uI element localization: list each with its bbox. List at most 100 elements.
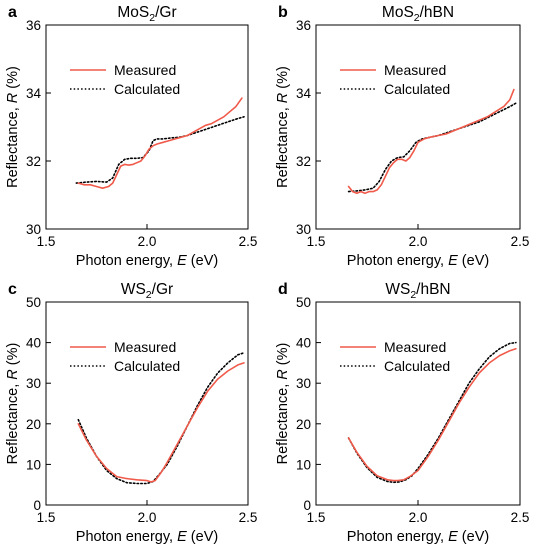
panel-b: 30 32 34 36 1.5 2.0 2.5 Photon energy, E (eV) Re… [275,4,529,269]
legend-label-measured: Measured [384,339,446,355]
y-tick-label: 20 [296,417,311,432]
y-tick-label: 50 [296,295,311,310]
panel-title-subscript: 2 [149,12,155,24]
x-tick-label: 1.5 [307,234,326,249]
y-axis-label-unit: (%) [5,66,21,93]
y-axis-label-variable: R [5,92,21,103]
panel-title-rest: /hBN [416,281,450,298]
x-tick-label: 2.5 [511,234,530,249]
x-tick-label: 2.0 [409,234,428,249]
panel-c: 0 10 20 30 40 50 1.5 2.0 2.5 Photon energy, E (eV… [5,281,257,545]
x-tick-label: 2.0 [138,510,157,525]
y-axis-label: Reflectance, R (%) [275,343,291,465]
x-axis-label: Photon energy, E (eV) [76,529,218,545]
x-axis-label-unit: (eV) [187,253,218,269]
series-line-calculated [347,102,517,193]
legend-label-calculated: Calculated [114,81,180,97]
panel-a: 30 32 34 36 1.5 2.0 2.5 Photon energy, E (eV) Re… [5,4,257,269]
legend-label-calculated: Calculated [384,358,450,374]
panel-title-main: WS [385,281,410,298]
panel-letter: d [278,281,288,298]
panel-title: MoS2/hBN [382,4,454,24]
x-tick-label: 2.0 [138,234,157,249]
x-tick-label: 2.0 [409,510,428,525]
x-axis-label: Photon energy, E (eV) [347,529,489,545]
x-axis-label-text: Photon energy, [347,253,448,269]
y-tick-label: 40 [26,336,41,351]
panel-title: MoS2/Gr [117,4,176,24]
y-tick-label: 30 [26,222,41,237]
y-axis-label: Reflectance, R (%) [5,343,21,465]
y-tick-label: 0 [33,498,41,513]
plot-frame [315,24,521,230]
y-tick-label: 20 [26,417,41,432]
panel-title-main: MoS [382,4,414,21]
y-tick-label: 32 [26,154,41,169]
x-axis-label-variable: E [177,253,187,269]
y-axis-label-text: Reflectance, [5,103,21,188]
legend-label-measured: Measured [114,339,176,355]
x-axis-label: Photon energy, E (eV) [76,253,218,269]
x-tick-label: 1.5 [37,234,56,249]
y-tick-label: 30 [26,376,41,391]
x-axis-label-unit: (eV) [187,529,218,545]
y-axis-label-variable: R [275,369,291,380]
x-tick-label: 2.5 [239,510,258,525]
plot-frame [45,24,249,230]
y-tick-label: 36 [296,18,311,33]
panel-title-rest: /Gr [152,281,174,298]
panel-title-subscript: 2 [410,289,416,301]
x-axis-label-variable: E [177,529,187,545]
y-axis-label: Reflectance, R (%) [275,66,291,188]
legend-label-calculated: Calculated [114,358,180,374]
x-axis-label-text: Photon energy, [347,529,448,545]
series-line-calculated [75,116,245,184]
y-tick-label: 36 [26,18,41,33]
panel-title-subscript: 2 [146,289,152,301]
x-axis-label-variable: E [448,253,458,269]
panel-title-main: MoS [117,4,149,21]
panel-letter: a [8,4,17,21]
panel-letter: b [278,4,288,21]
y-tick-label: 34 [296,86,312,101]
y-axis-label-text: Reflectance, [275,380,291,465]
y-axis-label-variable: R [5,369,21,380]
series-line-measured [347,88,515,195]
y-axis-label-text: Reflectance, [275,103,291,188]
plot-frame [315,301,521,506]
panel-letter: c [8,281,17,298]
y-tick-label: 40 [296,336,311,351]
series-line-measured [77,362,245,483]
panel-title: WS2/Gr [121,281,173,301]
legend-label-calculated: Calculated [384,81,450,97]
y-axis-label-unit: (%) [5,343,21,370]
y-axis-label-unit: (%) [275,343,291,370]
x-tick-label: 2.5 [511,510,530,525]
legend-label-measured: Measured [114,62,176,78]
panel-title-rest: /hBN [420,4,454,21]
series-line-measured [347,347,517,482]
plot-frame [45,301,249,506]
y-axis-label: Reflectance, R (%) [5,66,21,188]
x-tick-label: 2.5 [239,234,258,249]
x-tick-label: 1.5 [307,510,326,525]
series-line-measured [77,97,243,189]
y-axis-label-text: Reflectance, [5,380,21,465]
x-axis-label-unit: (eV) [458,253,489,269]
panel-title-rest: /Gr [155,4,177,21]
x-axis-label-variable: E [448,529,458,545]
y-tick-label: 32 [296,154,311,169]
y-axis-label-unit: (%) [275,66,291,93]
y-tick-label: 0 [303,498,311,513]
panel-title-main: WS [121,281,146,298]
y-tick-label: 10 [26,457,41,472]
panel-title-subscript: 2 [414,12,420,24]
x-axis-label-text: Photon energy, [76,253,177,269]
y-axis-label-variable: R [275,92,291,103]
panel-title: WS2/hBN [385,281,450,301]
panel-d: 0 10 20 30 40 50 1.5 2.0 2.5 Photon energy, E (eV… [275,281,529,545]
y-tick-label: 10 [296,457,311,472]
x-axis-label: Photon energy, E (eV) [347,253,489,269]
x-axis-label-text: Photon energy, [76,529,177,545]
